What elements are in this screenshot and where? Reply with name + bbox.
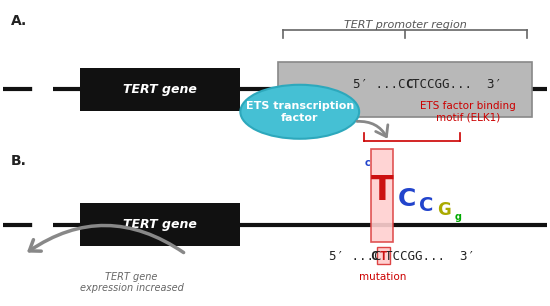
Text: G: G: [437, 201, 451, 219]
FancyBboxPatch shape: [80, 203, 240, 246]
Text: ETS factor binding
motif (ELK1): ETS factor binding motif (ELK1): [420, 101, 516, 123]
Text: C: C: [370, 250, 378, 263]
FancyBboxPatch shape: [80, 68, 240, 111]
Text: T: T: [371, 174, 393, 207]
Text: B.: B.: [10, 154, 26, 168]
FancyBboxPatch shape: [371, 149, 393, 242]
FancyArrowPatch shape: [29, 226, 184, 252]
FancyArrowPatch shape: [357, 121, 388, 137]
Text: TCCGG...  3′: TCCGG... 3′: [411, 78, 502, 91]
Text: TERT gene: TERT gene: [123, 83, 197, 96]
Text: TERT promoter region: TERT promoter region: [344, 21, 466, 31]
Text: A.: A.: [10, 13, 27, 28]
FancyBboxPatch shape: [377, 247, 389, 264]
Text: ETS transcription
factor: ETS transcription factor: [246, 101, 354, 123]
FancyBboxPatch shape: [278, 62, 532, 117]
Text: TERT gene
expression increased: TERT gene expression increased: [80, 272, 183, 293]
Text: 5′ ...C: 5′ ...C: [353, 78, 405, 91]
Text: c: c: [364, 158, 370, 168]
Text: C: C: [405, 78, 412, 91]
Text: g: g: [455, 212, 461, 222]
Text: 5′ ...C: 5′ ...C: [329, 250, 382, 263]
Text: TERT gene: TERT gene: [123, 218, 197, 231]
Text: mutation: mutation: [360, 272, 407, 282]
Text: TCCGG...  3′: TCCGG... 3′: [385, 250, 475, 263]
Text: C: C: [398, 187, 416, 211]
Text: C: C: [419, 196, 433, 215]
Text: T: T: [379, 250, 387, 263]
Ellipse shape: [240, 85, 359, 139]
